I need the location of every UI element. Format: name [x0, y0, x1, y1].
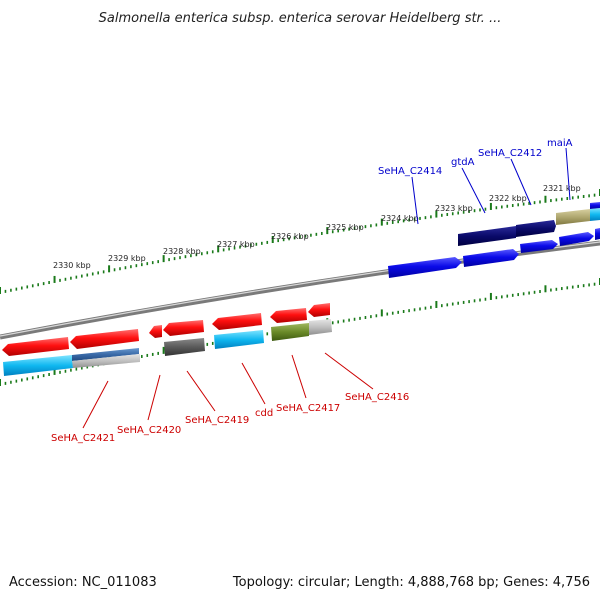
- kbp-tick-label: 2326 kbp: [271, 232, 309, 241]
- reverse-strand-row2: [3, 319, 332, 376]
- gene-arrow-reverse[interactable]: [164, 338, 205, 356]
- gene-arrow-reverse[interactable]: [270, 308, 307, 323]
- gene-label-seha-c2419[interactable]: SeHA_C2419: [185, 415, 249, 426]
- label-leader-line: [82, 380, 109, 429]
- gene-label-gtda[interactable]: gtdA: [451, 157, 475, 168]
- forward-gene-labels: maiA SeHA_C2412 gtdA SeHA_C2414: [378, 138, 573, 225]
- label-leader-line: [147, 374, 161, 421]
- gene-arrow-reverse[interactable]: [72, 348, 139, 361]
- gene-arrow-forward[interactable]: [463, 249, 519, 267]
- gene-arrow-reverse[interactable]: [72, 354, 140, 368]
- gene-label-cdd[interactable]: cdd: [255, 408, 273, 419]
- gene-arrow-forward[interactable]: [590, 202, 600, 209]
- gene-arrow-forward[interactable]: [559, 232, 594, 246]
- gene-arrow-forward[interactable]: [388, 257, 462, 278]
- label-leader-line: [411, 176, 419, 225]
- gene-arrow-forward[interactable]: [516, 220, 556, 237]
- kbp-tick-label: 2323 kbp: [435, 204, 473, 213]
- gene-label-seha-c2420[interactable]: SeHA_C2420: [117, 425, 181, 436]
- gene-label-seha-c2421[interactable]: SeHA_C2421: [51, 433, 115, 444]
- gene-arrow-reverse[interactable]: [214, 330, 264, 349]
- gene-arrow-reverse[interactable]: [212, 313, 262, 330]
- reverse-gene-labels: SeHA_C2416 SeHA_C2417 cdd SeHA_C2419 SeH…: [51, 352, 409, 444]
- kbp-tick-label: 2321 kbp: [543, 184, 581, 193]
- kbp-tick-label: 2322 kbp: [489, 194, 527, 203]
- label-leader-line: [186, 370, 216, 412]
- gene-arrow-forward[interactable]: [458, 226, 516, 246]
- map-title: Salmonella enterica subsp. enterica sero…: [99, 11, 502, 26]
- gene-label-seha-c2414[interactable]: SeHA_C2414: [378, 166, 442, 177]
- gene-arrow-forward[interactable]: [595, 228, 600, 240]
- gene-label-seha-c2412[interactable]: SeHA_C2412: [478, 148, 542, 159]
- gene-arrow-reverse[interactable]: [149, 325, 162, 338]
- tick-ring-outer: [0, 189, 600, 294]
- gene-arrow-forward[interactable]: [556, 209, 590, 225]
- gene-label-seha-c2416[interactable]: SeHA_C2416: [345, 392, 409, 403]
- kbp-tick-label: 2325 kbp: [326, 223, 364, 232]
- reverse-strand-row1: [2, 303, 330, 356]
- forward-strand-outer: [458, 202, 600, 246]
- gene-arrow-reverse[interactable]: [70, 329, 139, 349]
- kbp-tick-labels: 2321 kbp 2322 kbp 2323 kbp 2324 kbp 2325…: [53, 184, 581, 270]
- gene-arrow-reverse[interactable]: [163, 320, 204, 336]
- label-leader-line: [291, 354, 307, 399]
- label-leader-line: [324, 352, 374, 390]
- gene-arrow-reverse[interactable]: [309, 319, 332, 335]
- gene-arrow-forward[interactable]: [590, 208, 600, 221]
- label-leader-line: [241, 362, 266, 405]
- kbp-tick-label: 2324 kbp: [381, 214, 419, 223]
- kbp-tick-label: 2330 kbp: [53, 261, 91, 270]
- kbp-tick-label: 2327 kbp: [217, 240, 255, 249]
- gene-label-maia[interactable]: maiA: [547, 138, 573, 149]
- gene-label-seha-c2417[interactable]: SeHA_C2417: [276, 403, 340, 414]
- label-leader-line: [461, 167, 486, 214]
- gene-arrow-reverse[interactable]: [3, 355, 73, 376]
- label-leader-line: [565, 147, 571, 201]
- gene-arrow-forward[interactable]: [520, 240, 558, 253]
- forward-strand-inner: [388, 228, 600, 278]
- kbp-tick-label: 2329 kbp: [108, 254, 146, 263]
- label-leader-line: [510, 158, 532, 206]
- gene-arrow-reverse[interactable]: [271, 323, 309, 341]
- kbp-tick-label: 2328 kbp: [163, 247, 201, 256]
- accession-text: Accession: NC_011083: [9, 575, 157, 590]
- gene-arrow-reverse[interactable]: [2, 337, 69, 356]
- gene-arrow-reverse[interactable]: [308, 303, 330, 317]
- genome-stats-text: Topology: circular; Length: 4,888,768 bp…: [232, 575, 590, 590]
